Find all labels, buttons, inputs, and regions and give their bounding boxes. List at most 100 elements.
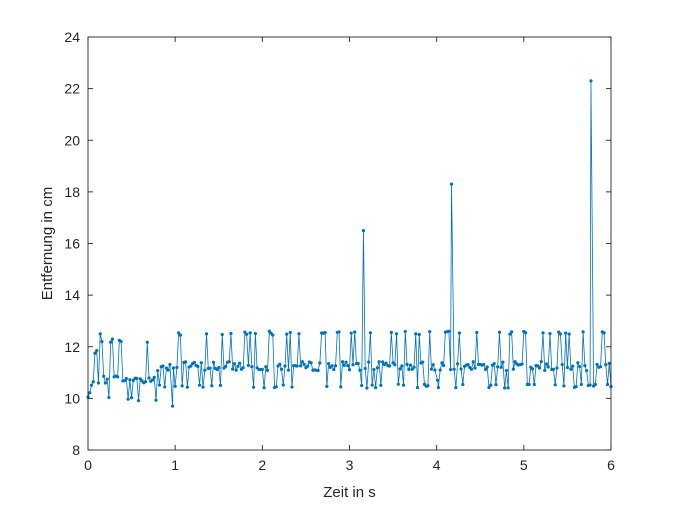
data-point [107, 395, 111, 400]
data-point [265, 368, 270, 372]
data-point [136, 399, 141, 403]
data-point [152, 375, 156, 379]
data-point [537, 366, 542, 370]
data-point [469, 367, 474, 371]
data-point [455, 362, 460, 366]
data-point [342, 363, 346, 367]
y-tick-label: 8 [72, 442, 80, 458]
data-point [229, 331, 233, 336]
data-point [564, 331, 568, 335]
data-point [368, 331, 373, 335]
data-point [405, 362, 409, 367]
data-point [286, 368, 291, 372]
data-point [492, 361, 496, 366]
data-point [326, 361, 331, 366]
data-point [129, 396, 134, 400]
data-point [124, 376, 128, 381]
data-point [579, 382, 583, 387]
y-tick-label: 16 [64, 236, 80, 252]
data-point [246, 363, 250, 367]
data-point [283, 364, 287, 368]
data-point [527, 382, 531, 387]
data-point [485, 365, 489, 369]
data-point [436, 385, 441, 390]
y-axis-label: Entfernung in cm [39, 187, 56, 300]
data-point [306, 364, 310, 368]
data-point [358, 368, 362, 372]
data-point [551, 367, 556, 371]
data-point [243, 330, 247, 334]
data-point [156, 369, 160, 373]
data-point [442, 363, 446, 368]
data-point [574, 385, 578, 389]
data-point [177, 331, 181, 335]
data-point [388, 364, 392, 368]
data-point [593, 382, 597, 387]
data-point [584, 368, 589, 373]
data-point [546, 365, 550, 369]
data-point [454, 386, 458, 390]
data-point [234, 368, 238, 372]
data-point [253, 331, 257, 336]
data-point [415, 385, 420, 390]
data-point [340, 360, 345, 364]
data-point [300, 360, 305, 364]
data-point [384, 361, 388, 365]
x-tick-label: 0 [84, 457, 92, 473]
data-point [98, 332, 102, 336]
data-point [428, 330, 432, 334]
data-point [363, 366, 367, 371]
data-point [210, 384, 214, 388]
x-tick-label: 1 [171, 457, 179, 473]
data-point [323, 330, 327, 335]
data-point [197, 383, 202, 387]
x-tick-label: 3 [346, 457, 354, 473]
data-point [421, 360, 425, 364]
data-point [199, 361, 203, 365]
data-point [349, 331, 353, 335]
data-point [309, 361, 313, 365]
data-point [544, 362, 549, 366]
data-point [501, 360, 505, 364]
data-point [459, 367, 463, 371]
data-point [571, 364, 575, 368]
data-point [356, 361, 360, 366]
data-point [231, 367, 235, 371]
data-point [344, 360, 348, 364]
x-tick-label: 4 [433, 457, 441, 473]
data-point [558, 332, 563, 336]
data-point [414, 332, 418, 336]
data-point [578, 364, 582, 369]
data-point [433, 368, 437, 372]
data-point [473, 366, 477, 370]
data-point [161, 364, 165, 368]
data-point [227, 360, 231, 364]
data-point [379, 383, 383, 388]
data-point [496, 365, 500, 369]
data-point [408, 363, 413, 367]
data-point [192, 360, 196, 364]
x-tick-label: 2 [258, 457, 266, 473]
data-point [236, 364, 240, 368]
data-point [279, 367, 284, 371]
data-point [316, 368, 320, 373]
data-point [513, 360, 517, 364]
data-point [100, 340, 104, 344]
data-point [530, 367, 535, 371]
data-point [520, 362, 524, 366]
data-point [332, 367, 336, 372]
data-point [489, 383, 493, 387]
data-point [475, 330, 479, 335]
data-point [440, 361, 444, 365]
data-point [337, 330, 341, 334]
data-point [91, 380, 95, 384]
data-point [360, 383, 364, 388]
data-point [318, 361, 322, 365]
y-tick-label: 14 [64, 287, 80, 303]
data-point [189, 364, 193, 368]
data-point [487, 385, 491, 390]
data-point [89, 383, 94, 387]
data-point [168, 362, 172, 367]
data-point [109, 340, 113, 344]
